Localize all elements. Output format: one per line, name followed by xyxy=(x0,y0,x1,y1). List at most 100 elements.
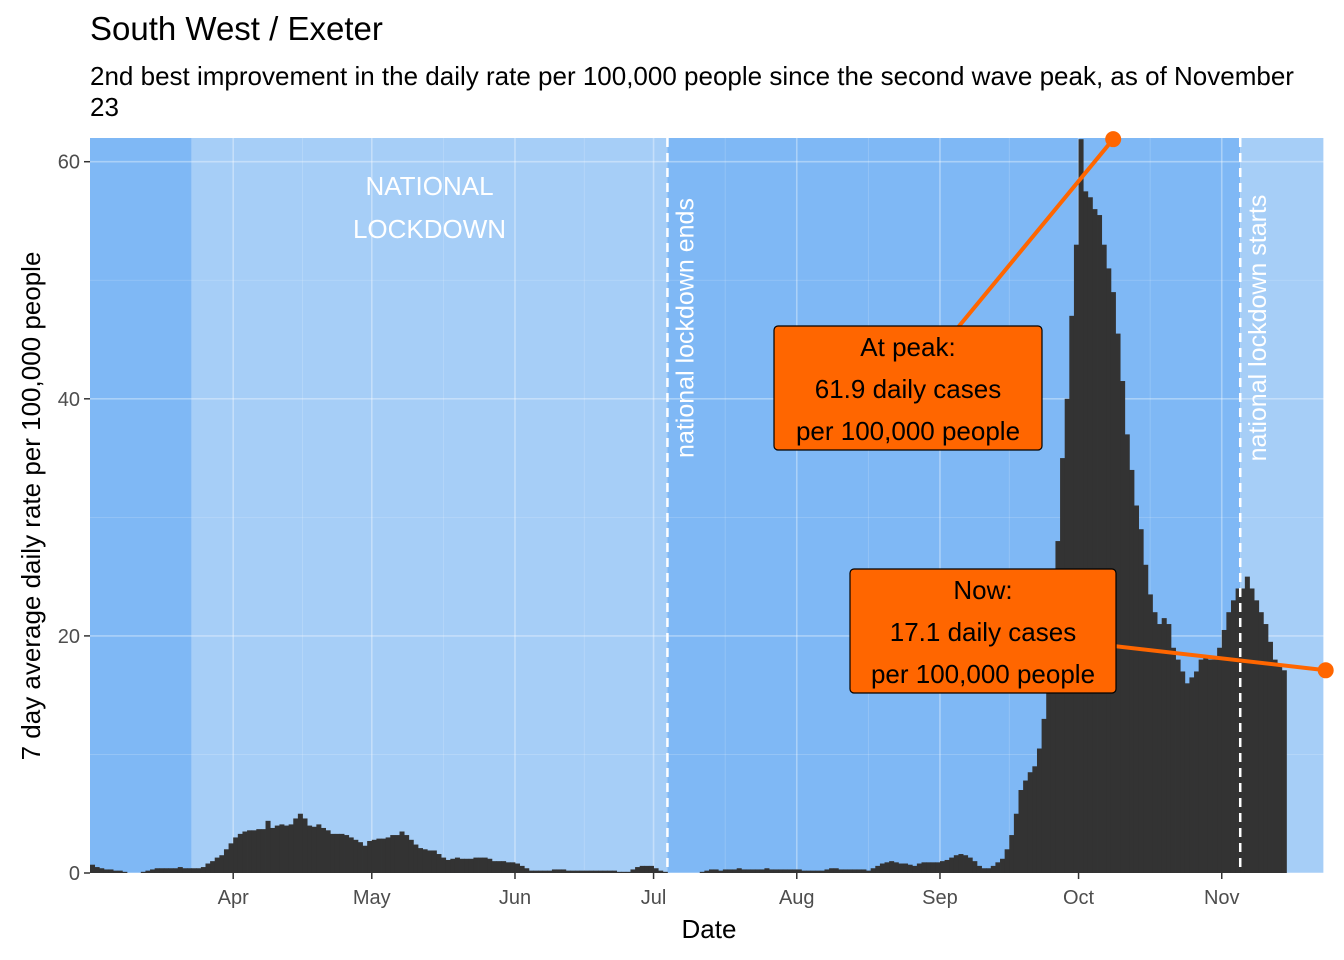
bar xyxy=(926,862,932,873)
bar xyxy=(307,825,313,873)
bar xyxy=(187,868,193,873)
now-label-line: Now: xyxy=(953,575,1012,605)
now-point xyxy=(1317,662,1334,679)
bar xyxy=(870,868,876,873)
bar xyxy=(242,831,248,873)
y-tick-label: 60 xyxy=(58,152,80,174)
bar xyxy=(990,865,996,873)
bar xyxy=(159,868,165,873)
bar xyxy=(1124,434,1130,873)
bar xyxy=(482,857,488,873)
bar xyxy=(519,865,525,873)
bar xyxy=(644,865,650,873)
bar xyxy=(344,835,350,873)
bar xyxy=(200,867,206,873)
bar xyxy=(801,870,807,873)
bar xyxy=(330,833,336,873)
now-label-line: per 100,000 people xyxy=(871,659,1095,689)
bar xyxy=(94,867,100,873)
bar xyxy=(214,857,220,873)
bar xyxy=(260,829,266,873)
bar xyxy=(773,869,779,873)
bar xyxy=(487,858,493,873)
bar xyxy=(935,862,941,873)
x-tick-label: Apr xyxy=(218,887,249,909)
x-axis-label: Date xyxy=(682,914,737,944)
bar xyxy=(371,839,377,873)
bar xyxy=(792,869,798,873)
bar xyxy=(976,865,982,873)
period-band-0 xyxy=(90,138,192,873)
peak-label-line: per 100,000 people xyxy=(796,416,1020,446)
period-band-1 xyxy=(191,138,668,873)
bar xyxy=(1157,624,1163,873)
bar xyxy=(722,869,728,873)
bar xyxy=(866,870,872,873)
bar xyxy=(533,870,539,873)
now-label-box xyxy=(849,568,1117,694)
bar xyxy=(727,869,733,873)
bar xyxy=(501,861,507,873)
bar xyxy=(1267,641,1273,873)
bar xyxy=(99,868,105,873)
bar xyxy=(745,869,751,873)
axes: 0 20 40 60 Apr May Jun Jul Aug Sep Oct Nov xyxy=(58,152,1240,909)
bar xyxy=(607,870,613,873)
bar xyxy=(1036,748,1042,873)
bar xyxy=(1226,612,1232,873)
bar xyxy=(879,863,885,873)
bar xyxy=(404,835,410,873)
bar xyxy=(1013,813,1019,873)
period-label-line: NATIONAL xyxy=(365,171,493,201)
bar xyxy=(930,862,936,873)
bar xyxy=(210,861,216,873)
period-label-line: LOCKDOWN xyxy=(353,214,506,244)
bar xyxy=(1203,656,1209,873)
bar xyxy=(311,826,317,873)
bar xyxy=(1078,139,1084,873)
bar xyxy=(778,869,784,873)
bar xyxy=(907,864,913,873)
bar xyxy=(856,869,862,873)
bar xyxy=(381,838,387,873)
bar xyxy=(256,829,262,873)
bar xyxy=(833,868,839,873)
bar xyxy=(565,870,571,873)
bar xyxy=(625,871,631,873)
bar xyxy=(741,869,747,873)
annotations: At peak: 61.9 daily cases per 100,000 peop… xyxy=(773,131,1334,694)
bar xyxy=(810,870,816,873)
y-tick-label: 0 xyxy=(69,863,80,885)
bar xyxy=(750,869,756,873)
bar xyxy=(1092,209,1098,873)
bar xyxy=(1221,629,1227,873)
bar xyxy=(191,868,197,873)
bar xyxy=(367,840,373,873)
bar xyxy=(1180,671,1186,873)
bar xyxy=(611,870,618,873)
bar xyxy=(621,871,627,873)
bar xyxy=(357,842,363,873)
bar xyxy=(90,864,96,873)
bar xyxy=(1152,612,1158,873)
bar xyxy=(496,861,502,873)
bar xyxy=(1097,215,1103,873)
bar xyxy=(898,863,904,873)
bar xyxy=(958,854,964,873)
bar xyxy=(1198,659,1204,873)
bar xyxy=(944,859,950,873)
bar xyxy=(1258,612,1264,873)
bar xyxy=(413,844,419,873)
bar xyxy=(108,869,114,873)
bar xyxy=(704,870,710,873)
bar xyxy=(510,862,516,873)
lockdown-periods: NATIONAL LOCKDOWN xyxy=(90,138,1324,873)
bar xyxy=(117,870,123,873)
bar xyxy=(417,848,423,873)
bar xyxy=(223,849,229,873)
bar xyxy=(967,857,973,873)
bar xyxy=(782,869,788,873)
bar xyxy=(1244,576,1250,873)
bar xyxy=(1254,600,1260,873)
bar xyxy=(219,855,225,873)
